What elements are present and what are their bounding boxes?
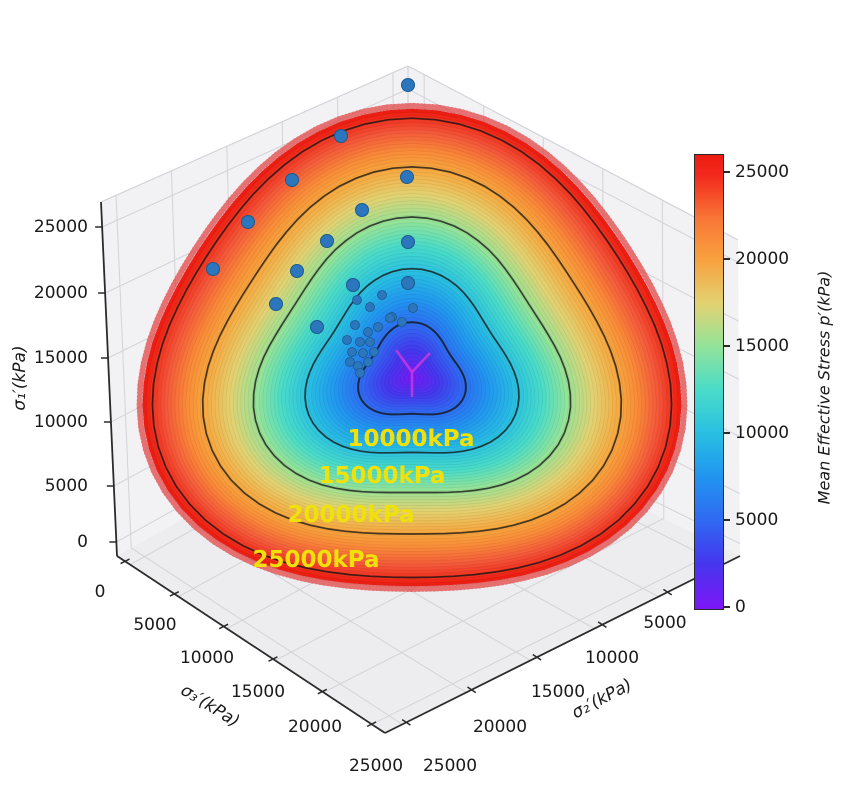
colorbar-tick-label: 5000 [735,510,779,530]
colorbar-label: Mean Effective Stress p′(kPa) [814,270,834,505]
colorbar-tick-mark [724,345,730,347]
colorbar-tick-label: 15000 [735,336,790,356]
sigma1-tick-label: 5000 [44,476,88,496]
sigma2-tick-label: 15000 [530,682,586,702]
colorbar-tick-mark [724,171,730,173]
sigma2-tick-label: 20000 [472,717,528,737]
sigma3-tick-label: 20000 [287,717,343,737]
sigma1-tick-label: 15000 [33,348,88,368]
contour-annotation-20000: 20000kPa [287,502,415,528]
sigma3-tick-label: 15000 [230,682,286,702]
sigma3-tick-label: 10000 [179,648,235,668]
sigma1-axis-label: σ₁′(kPa) [10,345,30,411]
colorbar-tick-label: 20000 [735,249,790,269]
sigma1-tick-label: 25000 [33,217,88,237]
sigma2-tick-label: 25000 [422,756,478,776]
sigma1-tick-label: 0 [77,532,88,552]
colorbar-tick-label: 25000 [735,162,790,182]
sigma2-tick-label: 5000 [643,613,687,633]
sigma3-tick-label: 5000 [133,615,177,635]
contour-annotation-15000: 15000kPa [318,463,446,489]
sigma1-tick-label: 20000 [33,283,88,303]
sigma2-tick-label: 10000 [584,648,640,668]
sigma3-tick-label: 25000 [348,756,404,776]
sigma1-tick-label: 10000 [33,412,88,432]
colorbar-tick-mark [724,519,730,521]
sigma3-tick-label: 0 [94,582,106,602]
colorbar-tick-mark [724,258,730,260]
contour-annotation-25000: 25000kPa [252,547,380,573]
colorbar-tick-mark [724,432,730,434]
contour-annotation-10000: 10000kPa [347,426,475,452]
colorbar-tick-mark [724,606,730,608]
colorbar [694,154,724,610]
colorbar-tick-label: 10000 [735,423,790,443]
colorbar-tick-label: 0 [735,597,746,617]
